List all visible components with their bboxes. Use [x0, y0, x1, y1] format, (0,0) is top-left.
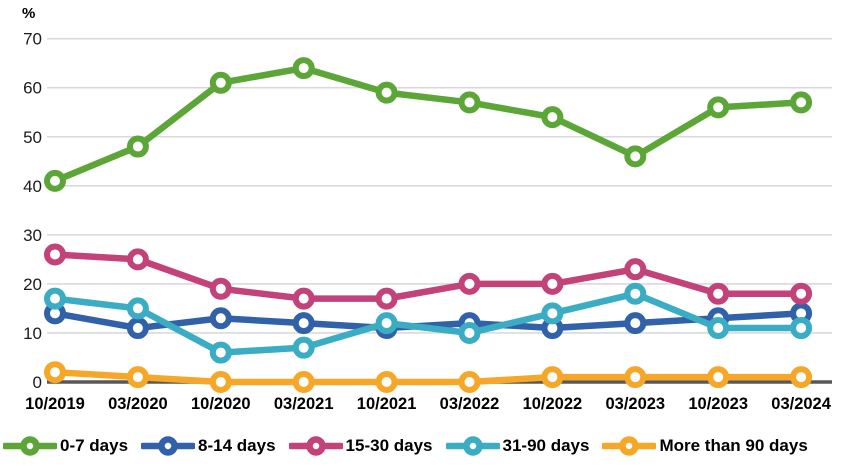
data-point-marker	[209, 341, 232, 364]
x-axis-tick-label: 10/2019	[25, 395, 85, 413]
legend-item: 15-30 days	[288, 434, 433, 458]
data-point-marker	[375, 287, 398, 310]
data-point-marker	[790, 282, 813, 305]
x-axis-tick-label: 03/2020	[108, 395, 168, 413]
data-point-marker	[292, 371, 315, 393]
y-axis-tick-label: 50	[23, 128, 42, 147]
legend-marker-icon	[141, 436, 196, 456]
data-point-marker	[707, 282, 730, 305]
y-axis-tick-label: 30	[23, 226, 42, 245]
legend-marker-icon	[445, 436, 500, 456]
legend-item-label: 31-90 days	[502, 436, 590, 455]
y-axis-tick-label: 60	[23, 79, 42, 98]
data-point-marker	[624, 312, 647, 335]
data-point-marker	[292, 312, 315, 335]
data-point-marker	[458, 321, 481, 344]
data-point-marker	[126, 366, 149, 389]
data-point-marker	[209, 71, 232, 94]
data-point-marker	[44, 243, 66, 266]
y-axis-unit-label: %	[22, 5, 35, 22]
data-point-marker	[44, 287, 66, 310]
y-axis-tick-label: 10	[23, 324, 42, 343]
legend-item-label: 0-7 days	[60, 436, 129, 455]
data-point-marker	[541, 272, 564, 295]
data-point-marker	[707, 96, 730, 119]
x-axis-tick-label: 10/2022	[523, 395, 583, 413]
y-axis-tick-label: 0	[33, 373, 42, 392]
series-line	[51, 290, 805, 356]
data-point-marker	[707, 366, 730, 389]
series-line	[51, 64, 805, 185]
y-axis-tick-label: 70	[23, 30, 42, 49]
y-axis-tick-label: 20	[23, 275, 42, 294]
data-point-marker	[790, 366, 813, 389]
data-point-marker	[541, 302, 564, 325]
data-point-marker	[458, 272, 481, 295]
x-axis-tick-label: 10/2020	[191, 395, 251, 413]
y-axis-tick-label: 40	[23, 177, 42, 196]
chart-legend: 0-7 days 8-14 days 15-30 days 31-90 days Mor…	[0, 434, 847, 458]
data-point-marker	[209, 277, 232, 300]
x-axis-tick-label: 10/2021	[357, 395, 417, 413]
data-point-marker	[44, 361, 66, 384]
x-axis-tick-label: 03/2022	[440, 395, 500, 413]
data-point-marker	[458, 91, 481, 114]
data-point-marker	[126, 248, 149, 271]
data-point-marker	[707, 317, 730, 340]
data-point-marker	[209, 371, 232, 393]
data-point-marker	[624, 282, 647, 305]
legend-item-label: More than 90 days	[659, 436, 808, 455]
legend-marker-icon	[288, 436, 343, 456]
line-chart: 0 10 20 30 40 50 60 70% 10/2019 03/2020 10/2020 03/…	[22, 5, 832, 413]
legend-marker-icon	[3, 436, 57, 456]
legend-marker-icon	[602, 436, 657, 456]
data-point-marker	[624, 145, 647, 168]
data-point-marker	[126, 317, 149, 340]
legend-item: 31-90 days	[445, 434, 590, 458]
data-point-marker	[375, 371, 398, 393]
data-point-marker	[541, 106, 564, 129]
data-point-marker	[458, 371, 481, 393]
data-point-marker	[375, 312, 398, 335]
series-line	[51, 251, 805, 302]
data-point-marker	[126, 297, 149, 320]
data-point-marker	[209, 307, 232, 330]
data-point-marker	[624, 366, 647, 389]
data-point-marker	[292, 57, 315, 80]
data-point-marker	[292, 287, 315, 310]
data-point-marker	[624, 258, 647, 281]
data-point-marker	[44, 169, 66, 192]
series-line	[51, 368, 805, 386]
data-point-marker	[375, 81, 398, 104]
legend-item: More than 90 days	[602, 434, 808, 458]
legend-item-label: 15-30 days	[345, 436, 433, 455]
data-point-marker	[126, 135, 149, 158]
x-axis-tick-label: 10/2023	[688, 395, 748, 413]
x-axis-tick-label: 03/2023	[605, 395, 665, 413]
legend-item: 0-7 days	[3, 434, 128, 458]
legend-item: 8-14 days	[141, 434, 276, 458]
data-point-marker	[790, 91, 813, 114]
x-axis-tick-label: 03/2021	[274, 395, 334, 413]
legend-item-label: 8-14 days	[198, 436, 276, 455]
x-axis-tick-label: 03/2024	[771, 395, 831, 413]
data-point-marker	[790, 317, 813, 340]
data-point-marker	[292, 336, 315, 359]
data-point-marker	[541, 366, 564, 389]
